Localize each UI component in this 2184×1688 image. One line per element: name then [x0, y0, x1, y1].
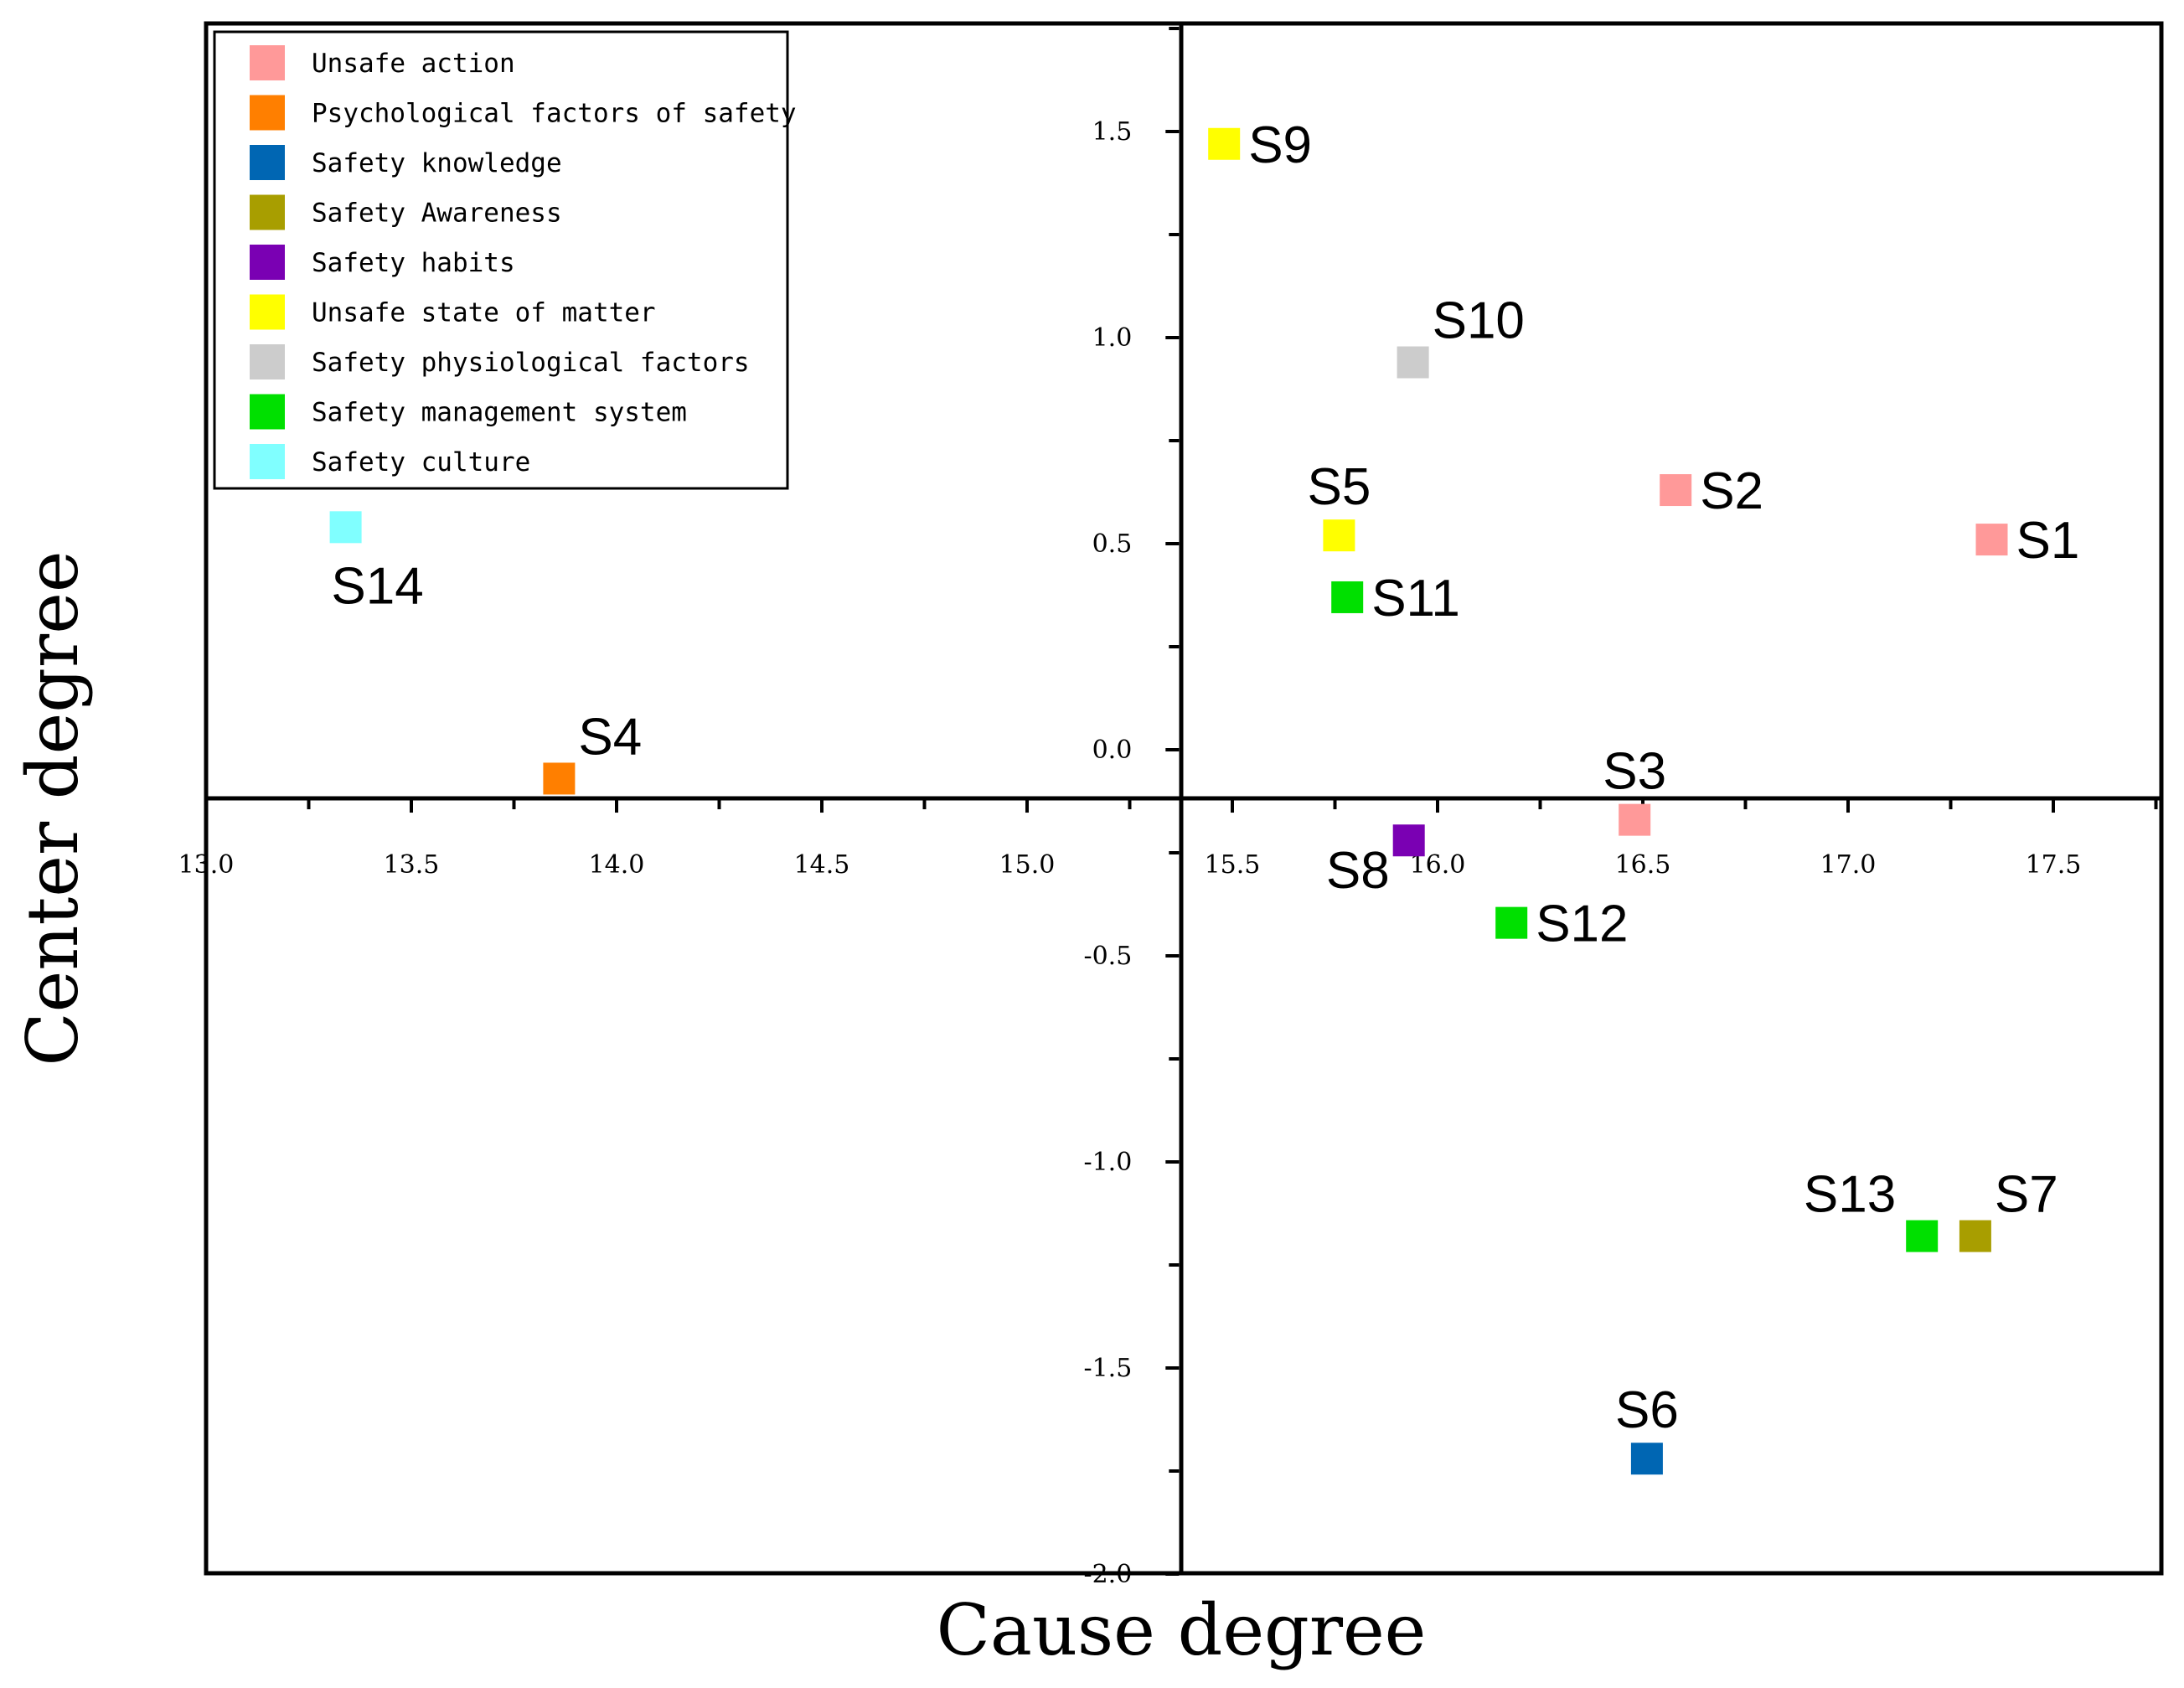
- point-label-s3: S3: [1603, 743, 1666, 801]
- point-label-s14: S14: [331, 557, 423, 615]
- y-tick-label: 1.0: [1092, 323, 1133, 353]
- legend-label: Safety physiological factors: [312, 348, 750, 378]
- y-tick-label: 0.5: [1092, 529, 1133, 559]
- point-s14: [329, 511, 362, 544]
- point-s10: [1397, 346, 1429, 379]
- legend-label: Safety Awareness: [312, 199, 562, 229]
- point-s8: [1392, 824, 1425, 857]
- y-tick-label: -0.5: [1083, 942, 1132, 971]
- point-s7: [1959, 1220, 1991, 1252]
- y-axis-title: Center degree: [12, 550, 94, 1066]
- legend: Unsafe action Psychological factors of sa…: [213, 30, 797, 490]
- point-label-s10: S10: [1433, 292, 1525, 350]
- point-s5: [1323, 519, 1355, 552]
- point-s13: [1906, 1220, 1939, 1252]
- x-tick-label: 13.0: [178, 850, 235, 880]
- legend-swatch: [250, 394, 285, 430]
- ticks: 13.0 13.5 14.0 14.5 15.0 15.5 16.0 16.5 17.0 17.5…: [178, 27, 2158, 1589]
- legend-label: Safety management system: [312, 398, 687, 428]
- legend-box: [213, 30, 789, 490]
- point-label-s5: S5: [1307, 458, 1371, 516]
- y-tick-label: 0.0: [1092, 736, 1133, 765]
- legend-swatch: [250, 194, 285, 230]
- point-label-s11: S11: [1371, 570, 1460, 627]
- y-tick-label: -1.5: [1083, 1354, 1132, 1383]
- x-axis-title: Cause degree: [937, 1589, 1427, 1671]
- point-label-s8: S8: [1326, 842, 1390, 900]
- point-label-s1: S1: [2016, 512, 2080, 570]
- legend-label: Psychological factors of safety: [312, 99, 797, 129]
- point-label-s6: S6: [1615, 1381, 1679, 1439]
- point-s4: [543, 762, 576, 795]
- x-tick-label: 14.5: [794, 850, 850, 880]
- y-tick-label: -2.0: [1083, 1560, 1132, 1589]
- point-s11: [1331, 581, 1364, 613]
- x-tick-label: 17.0: [1820, 850, 1877, 880]
- x-tick-label: 15.0: [999, 850, 1056, 880]
- point-label-s9: S9: [1248, 116, 1312, 174]
- x-tick-label: 16.5: [1615, 850, 1671, 880]
- legend-label: Safety culture: [312, 447, 530, 477]
- legend-label: Safety knowledge: [312, 148, 562, 178]
- legend-swatch: [250, 145, 285, 180]
- legend-swatch: [250, 245, 285, 280]
- point-s2: [1660, 474, 1692, 507]
- legend-swatch: [250, 294, 285, 330]
- legend-swatch: [250, 344, 285, 379]
- x-tick-label: 14.0: [589, 850, 645, 880]
- x-tick-label: 13.5: [384, 850, 440, 880]
- x-tick-label: 17.5: [2026, 850, 2082, 880]
- y-tick-label: 1.5: [1092, 117, 1133, 147]
- x-tick-label: 15.5: [1205, 850, 1261, 880]
- legend-swatch: [250, 45, 285, 80]
- legend-label: Unsafe action: [312, 49, 515, 79]
- y-tick-label: -1.0: [1083, 1148, 1132, 1177]
- point-label-s12: S12: [1536, 896, 1628, 953]
- data-points: S1 S2 S3 S4 S5 S6 S7 S8 S9 S10 S11 S12 S13 S14: [329, 116, 2080, 1475]
- legend-label: Unsafe state of matter: [312, 298, 656, 328]
- point-s3: [1619, 803, 1651, 836]
- point-label-s7: S7: [1995, 1166, 2058, 1224]
- legend-swatch: [250, 95, 285, 131]
- legend-swatch: [250, 444, 285, 479]
- point-s9: [1208, 127, 1241, 160]
- point-label-s2: S2: [1700, 462, 1763, 520]
- point-s1: [1975, 524, 2008, 556]
- point-s12: [1495, 906, 1528, 939]
- point-s6: [1630, 1443, 1663, 1475]
- point-label-s4: S4: [578, 708, 642, 766]
- legend-label: Safety habits: [312, 248, 515, 278]
- point-label-s13: S13: [1804, 1166, 1896, 1224]
